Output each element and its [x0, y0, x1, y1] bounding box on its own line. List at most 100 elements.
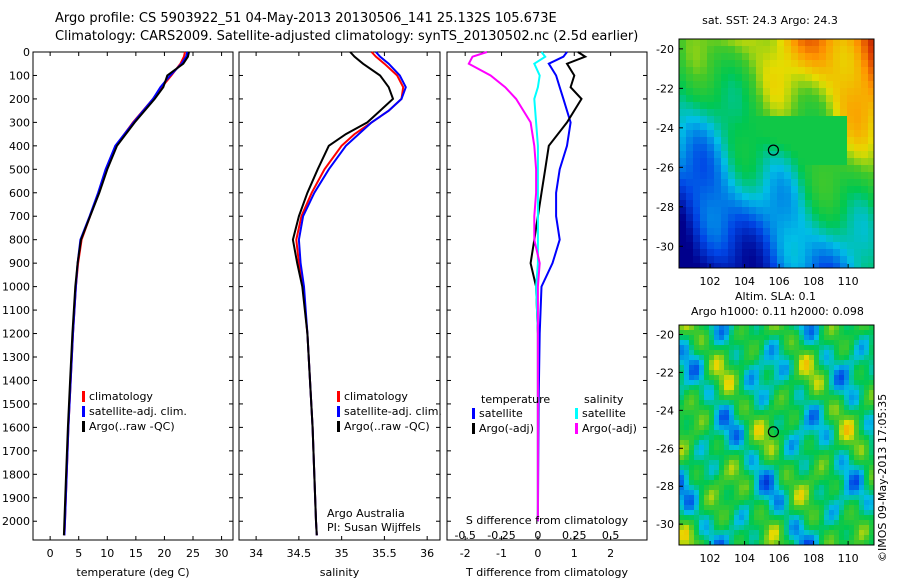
map-cell — [714, 193, 722, 201]
map-cell — [844, 395, 850, 401]
map-cell — [744, 530, 750, 536]
map-cell — [789, 420, 795, 426]
map-cell — [735, 193, 743, 201]
map-cell — [707, 158, 715, 166]
map-cell — [819, 380, 825, 386]
map-cell — [799, 370, 805, 376]
map-cell — [864, 365, 870, 371]
map-cell — [812, 53, 820, 61]
map-cell — [819, 515, 825, 521]
map-cell — [814, 425, 820, 431]
map-cell — [714, 109, 722, 117]
map-cell — [868, 207, 875, 215]
map-cell — [812, 200, 820, 208]
map-cell — [834, 350, 840, 356]
map-cell — [834, 430, 840, 436]
map-cell — [714, 74, 722, 82]
map-cell — [679, 123, 687, 131]
map-x-tick-label: 102 — [700, 275, 721, 288]
map-y-tick-label: -26 — [656, 442, 674, 455]
map-cell — [826, 207, 834, 215]
map-cell — [869, 350, 875, 356]
map-sla-title: Altim. SLA: 0.1 — [735, 290, 816, 303]
map-cell — [833, 221, 841, 229]
map-cell — [854, 385, 860, 391]
map-cell — [699, 435, 705, 441]
map-cell — [809, 540, 815, 546]
map-cell — [833, 158, 841, 166]
map-cell — [679, 470, 685, 476]
map-cell — [869, 500, 875, 506]
map-cell — [704, 350, 710, 356]
map-cell — [728, 95, 736, 103]
map-cell — [859, 335, 865, 341]
map-cell — [729, 445, 735, 451]
series-line-difference-2 — [533, 51, 547, 522]
map-cell — [679, 505, 685, 511]
map-cell — [729, 335, 735, 341]
map-cell — [759, 410, 765, 416]
map-cell — [689, 440, 695, 446]
map-cell — [724, 365, 730, 371]
map-cell — [719, 480, 725, 486]
map-cell — [777, 172, 785, 180]
map-cell — [709, 385, 715, 391]
map-cell — [724, 450, 730, 456]
map-cell — [686, 116, 694, 124]
map-cell — [824, 425, 830, 431]
map-cell — [742, 53, 750, 61]
map-cell — [868, 123, 875, 131]
map-cell — [791, 60, 799, 68]
map-cell — [794, 500, 800, 506]
map-cell — [769, 515, 775, 521]
map-cell — [686, 60, 694, 68]
map-cell — [735, 158, 743, 166]
map-cell — [749, 137, 757, 145]
map-cell — [744, 395, 750, 401]
map-cell — [798, 200, 806, 208]
map-cell — [829, 515, 835, 521]
map-cell — [804, 490, 810, 496]
map-x-tick-label: 108 — [803, 275, 824, 288]
map-cell — [704, 340, 710, 346]
map-cell — [839, 445, 845, 451]
map-cell — [735, 123, 743, 131]
map-cell — [784, 207, 792, 215]
map-cell — [739, 415, 745, 421]
map-cell — [824, 380, 830, 386]
map-cell — [739, 355, 745, 361]
map-cell — [719, 540, 725, 546]
map-cell — [759, 540, 765, 546]
map-cell — [789, 445, 795, 451]
map-cell — [728, 109, 736, 117]
map-cell — [804, 425, 810, 431]
map-cell — [864, 445, 870, 451]
map-cell — [728, 158, 736, 166]
map-cell — [844, 475, 850, 481]
map-cell — [791, 193, 799, 201]
legend-swatch — [575, 408, 578, 419]
map-cell — [834, 520, 840, 526]
map-cell — [794, 380, 800, 386]
map-cell — [684, 530, 690, 536]
map-cell — [812, 249, 820, 257]
map-cell — [728, 193, 736, 201]
map-cell — [724, 460, 730, 466]
map-cell — [728, 214, 736, 222]
map-cell — [798, 221, 806, 229]
map-cell — [742, 74, 750, 82]
map-cell — [784, 53, 792, 61]
map-cell — [759, 380, 765, 386]
map-cell — [829, 375, 835, 381]
map-cell — [839, 465, 845, 471]
map-cell — [734, 330, 740, 336]
map-cell — [859, 375, 865, 381]
map-cell — [700, 102, 708, 110]
map-cell — [729, 475, 735, 481]
map-cell — [714, 221, 722, 229]
map-cell — [709, 420, 715, 426]
map-cell — [679, 137, 687, 145]
map-cell — [749, 330, 755, 336]
map-cell — [794, 425, 800, 431]
map-cell — [699, 540, 705, 546]
